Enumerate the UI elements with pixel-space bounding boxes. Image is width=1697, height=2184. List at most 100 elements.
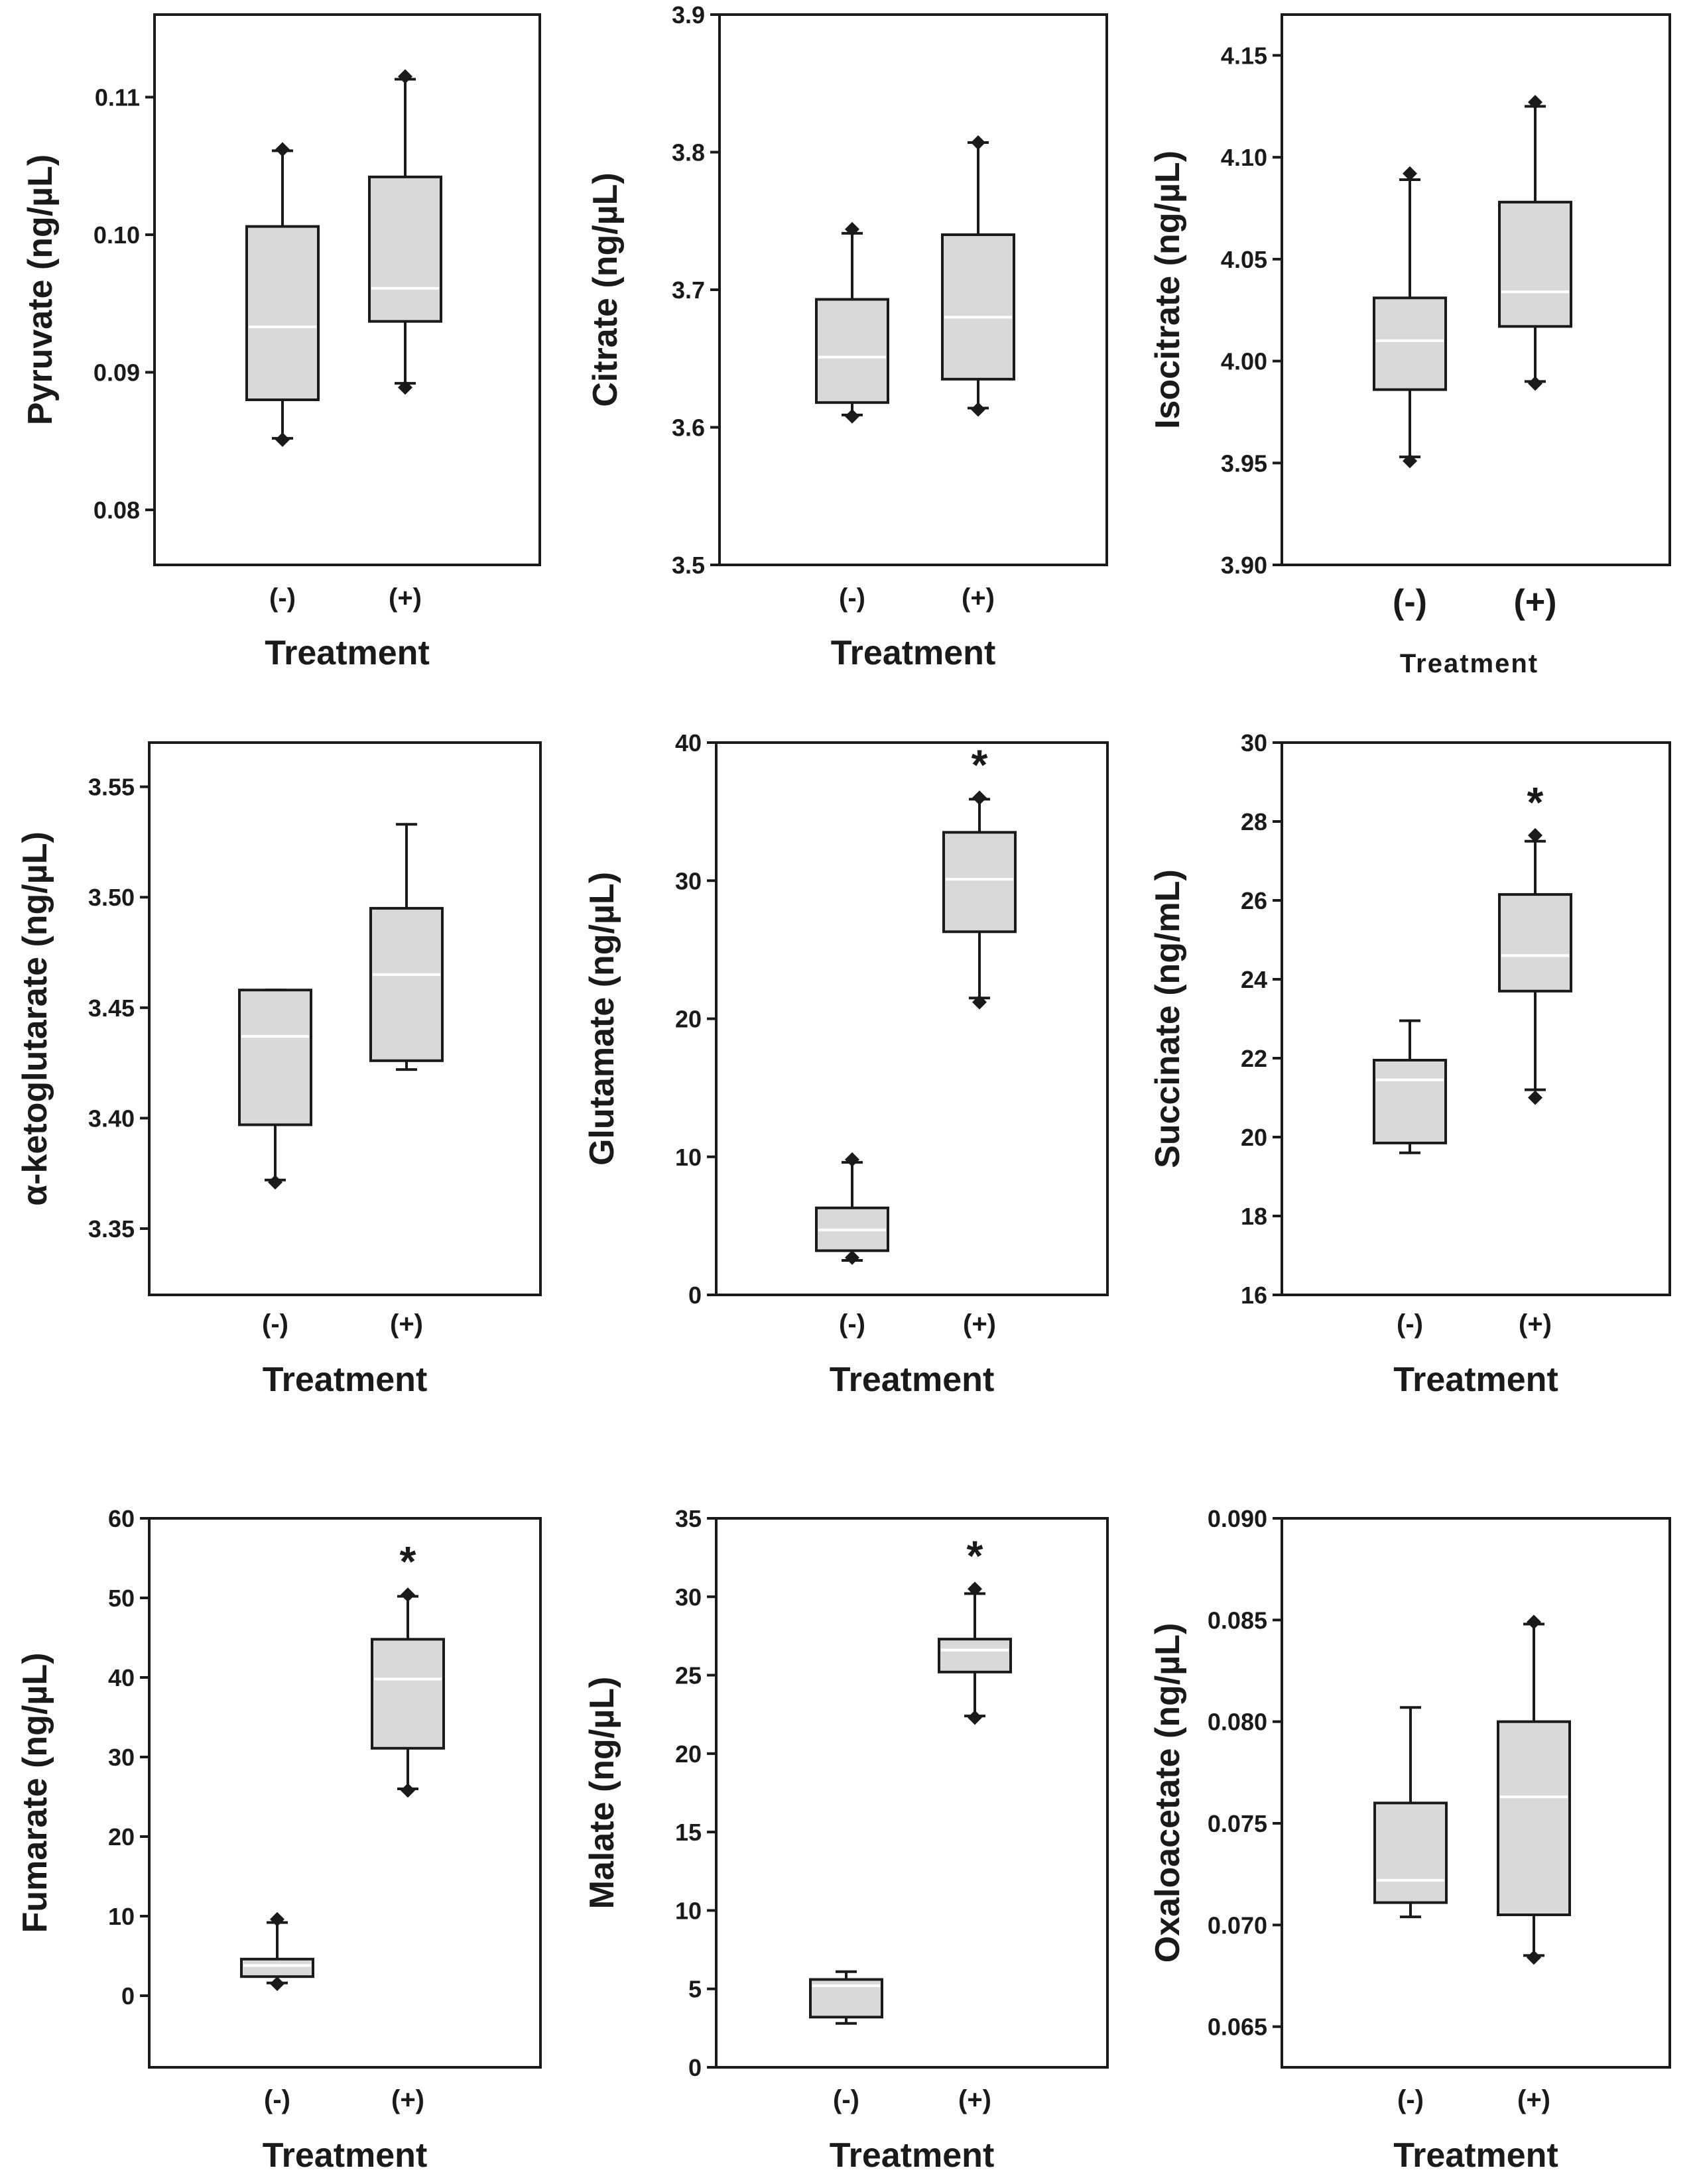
box-plus [369, 823, 444, 1071]
outlier-point [972, 790, 987, 806]
box-minus [240, 1911, 314, 1991]
y-axis-title: Pyruvate (ng/µL) [21, 154, 60, 425]
iqr-box [240, 1957, 314, 1978]
outlier-point [968, 1710, 982, 1725]
y-tick-label: 30 [108, 1744, 135, 1771]
outlier-point [1528, 1090, 1542, 1105]
iqr-box [941, 233, 1015, 381]
y-tick-label: 26 [1241, 887, 1267, 914]
x-category-label: (-) [839, 1309, 865, 1339]
box-plus [941, 135, 1015, 417]
y-tick-label: 28 [1241, 808, 1267, 835]
y-tick-label: 22 [1241, 1045, 1267, 1072]
box-plus: * [938, 1532, 1012, 1725]
outlier-point [845, 221, 859, 237]
iqr-box [245, 225, 320, 401]
plot-frame [1281, 13, 1671, 566]
outlier-point [1528, 95, 1542, 110]
y-tick-label: 35 [675, 1505, 702, 1532]
box-minus [238, 989, 312, 1190]
outlier-point [398, 69, 412, 84]
outlier-point [1403, 166, 1417, 181]
x-category-label: (+) [1519, 1309, 1552, 1339]
y-tick-label: 4.05 [1221, 246, 1267, 273]
outlier-point [401, 1587, 415, 1603]
y-tick-label: 0.085 [1208, 1607, 1267, 1634]
x-axis-title: Treatment [1400, 649, 1539, 678]
y-tick-label: 0 [688, 2054, 702, 2081]
y-tick-label: 3.55 [88, 774, 135, 801]
x-category-label: (-) [1397, 2085, 1424, 2114]
chart-panel-alpha-ketoglutarate: 3.35 3.40 3.45 3.50 3.55 α-ketoglutarate (ng/… [16, 741, 542, 1399]
outlier-point [1528, 376, 1542, 391]
y-tick-label: 20 [1241, 1124, 1267, 1151]
chart-panel-malate: 0 5 10 15 20 25 30 35 Malate (ng/µL) (-) * (+) Treat… [583, 1505, 1109, 2175]
y-tick-label: 30 [675, 1583, 702, 1610]
y-tick-label: 20 [675, 1006, 702, 1033]
y-tick-label: 10 [108, 1903, 135, 1930]
chart-panel-citrate: 3.5 3.6 3.7 3.8 3.9 Citrate (ng/µL) (-) (+) Trea… [586, 1, 1108, 672]
x-category-label: (-) [1397, 1309, 1423, 1339]
outlier-point [270, 1976, 284, 1991]
x-category-label: (+) [1517, 2085, 1550, 2114]
plot-frame [718, 13, 1108, 566]
y-tick-label: 4.00 [1221, 348, 1267, 375]
x-axis-title: Treatment [263, 1361, 428, 1399]
outlier-point [398, 380, 412, 395]
plot-frame [1281, 1517, 1671, 2069]
y-tick-label: 3.95 [1221, 450, 1267, 477]
iqr-box [1373, 1058, 1447, 1144]
y-tick-label: 4.10 [1221, 144, 1267, 171]
x-category-label: (+) [962, 583, 995, 613]
y-axis-title: Malate (ng/µL) [583, 1677, 621, 1910]
iqr-box [1498, 893, 1572, 993]
y-tick-label: 3.5 [672, 552, 705, 579]
y-tick-label: 3.45 [88, 995, 135, 1022]
outlier-point [275, 142, 290, 157]
plot-frame [148, 1517, 542, 2069]
x-axis-title: Treatment [830, 2136, 995, 2175]
plot-frame [715, 1517, 1109, 2069]
y-tick-label: 0 [688, 1282, 702, 1309]
iqr-box [938, 1638, 1012, 1673]
outlier-point [401, 1783, 415, 1798]
box-plus: * [942, 741, 1017, 1010]
significance-star: * [972, 741, 988, 788]
x-category-label: (-) [839, 583, 865, 613]
outlier-point [968, 1581, 982, 1597]
y-axis-title: Citrate (ng/µL) [586, 172, 625, 407]
x-category-label: (+) [389, 583, 422, 613]
outlier-point [971, 402, 985, 417]
significance-star: * [1527, 778, 1544, 826]
x-category-label: (-) [1393, 583, 1427, 621]
outlier-point [1403, 454, 1417, 469]
iqr-box [371, 1638, 445, 1750]
y-tick-label: 24 [1241, 966, 1267, 993]
y-tick-label: 15 [675, 1819, 702, 1846]
box-minus [809, 1970, 883, 2025]
x-category-label: (+) [391, 2085, 424, 2114]
iqr-box [1373, 1801, 1448, 1904]
x-category-label: (+) [963, 1309, 996, 1339]
y-tick-label: 3.40 [88, 1105, 135, 1132]
outlier-point [971, 135, 985, 150]
y-tick-label: 4.15 [1221, 42, 1267, 69]
box-plus: * [371, 1538, 445, 1798]
y-axis-title: α-ketoglutarate (ng/µL) [16, 831, 54, 1206]
x-category-label: (+) [958, 2085, 991, 2114]
x-axis-title: Treatment [1393, 2136, 1558, 2175]
chart-panel-isocitrate: 3.90 3.95 4.00 4.05 4.10 4.15 Isocitrate (ng/µ… [1149, 13, 1671, 678]
y-tick-label: 0.11 [95, 84, 140, 111]
iqr-box [369, 906, 444, 1062]
y-tick-label: 0.10 [94, 221, 140, 249]
y-tick-label: 10 [675, 1897, 702, 1924]
outlier-point [1527, 1614, 1541, 1630]
box-plus: * [1498, 778, 1572, 1105]
y-tick-label: 3.6 [672, 414, 705, 442]
y-tick-label: 18 [1241, 1203, 1267, 1230]
y-tick-label: 0.070 [1208, 1911, 1267, 1939]
y-tick-label: 0.075 [1208, 1810, 1267, 1837]
y-tick-label: 10 [675, 1144, 702, 1171]
outlier-point [845, 1250, 859, 1265]
